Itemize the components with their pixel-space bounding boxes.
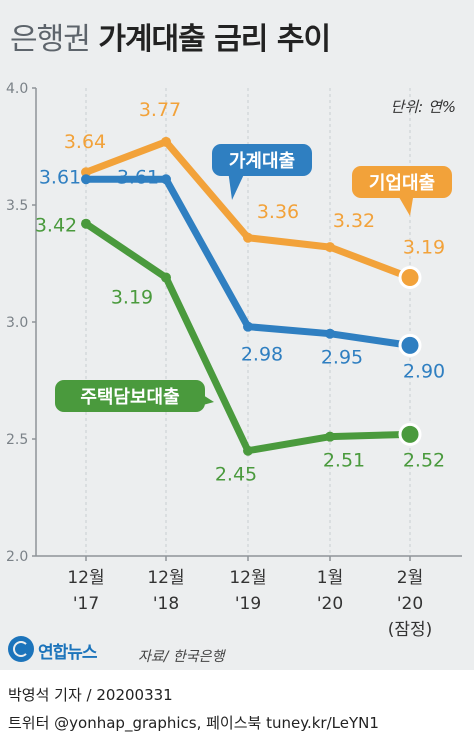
corporate-value-label: 3.77 [139,99,181,121]
title-prefix: 은행권 [10,22,91,57]
mortgage-value-label: 2.52 [403,449,445,471]
mortgage-callout-pointer [192,388,214,408]
x-tick-label: '20 [397,594,423,614]
y-tick-label: 4.0 [6,81,28,97]
mortgage-value-label: 3.19 [111,287,153,309]
x-tick-label: (잠정) [388,620,433,640]
corporate-value-label: 3.19 [403,237,445,259]
x-tick-label: '20 [317,594,343,614]
y-tick-label: 2.0 [6,549,28,565]
corporate-value-label: 3.36 [257,201,299,223]
corporate-series-name: 기업대출 [369,173,435,194]
corporate-value-label: 3.32 [333,210,375,232]
household-data-point [161,174,171,185]
mortgage-data-point [81,218,91,229]
y-tick-label: 2.5 [6,432,28,448]
household-series-callout [212,144,312,176]
unit-label: 단위: 연% [390,98,456,116]
yonhap-logo-icon [8,636,34,662]
x-tick-label: 12월 [147,568,184,588]
y-tick-label: 3.0 [6,315,28,331]
mortgage-value-label: 2.51 [323,450,365,472]
corporate-data-point [243,232,253,243]
household-data-point [398,333,422,357]
household-value-label: 3.61 [39,166,81,188]
credit-reporter: 박영석 기자 / 20200331 [8,686,173,704]
x-tick-label: 12월 [229,568,266,588]
x-tick-label: 1월 [317,568,343,588]
household-data-point [81,174,91,185]
x-tick-label: 2월 [397,568,423,588]
mortgage-data-point [161,272,171,283]
credit-social: 트위터 @yonhap_graphics, 페이스북 tuney.kr/LeYN… [8,714,379,732]
mortgage-series-name: 주택담보대출 [80,387,179,408]
corporate-data-point [161,136,171,147]
corporate-series-callout [352,166,452,198]
household-value-label: 3.61 [117,166,159,188]
household-data-point [325,328,335,339]
corporate-value-label: 3.64 [64,131,106,153]
source-label: 자료/ 한국은행 [138,649,225,665]
y-tick-label: 3.5 [6,198,28,214]
mortgage-data-point [325,431,335,442]
household-value-label: 2.98 [241,344,283,366]
household-value-label: 2.90 [403,360,445,382]
household-data-point [243,321,253,332]
chart-title: 은행권 가계대출 금리 추이 [10,14,331,58]
x-tick-label: 12월 [67,568,104,588]
x-tick-label: '17 [73,594,99,614]
household-value-label: 2.95 [321,347,363,369]
household-series-name: 가계대출 [229,151,295,172]
corporate-data-point [81,167,91,178]
logo-text: 연합뉴스 [38,643,98,663]
yonhap-logo: 연합뉴스 [8,636,118,663]
mortgage-value-label: 2.45 [215,464,257,486]
mortgage-data-point [243,445,253,456]
infographic: 은행권 가계대출 금리 추이 단위: 연% 2.0 2.5 3.0 3.5 4.0 12월… [0,0,474,670]
corporate-callout-pointer [396,192,414,216]
x-tick-label: '19 [235,594,261,614]
corporate-data-point [398,266,422,290]
line-chart: 2.0 2.5 3.0 3.5 4.0 12월 '17 12월 '18 12월 '19 1월 '20 2월… [6,81,462,640]
title-main: 가계대출 금리 추이 [98,22,331,57]
mortgage-data-point [398,422,422,446]
household-callout-pointer [228,170,246,200]
mortgage-value-label: 3.42 [35,215,77,237]
mortgage-series-callout [55,380,205,412]
corporate-data-point [325,242,335,253]
x-tick-label: '18 [153,594,179,614]
